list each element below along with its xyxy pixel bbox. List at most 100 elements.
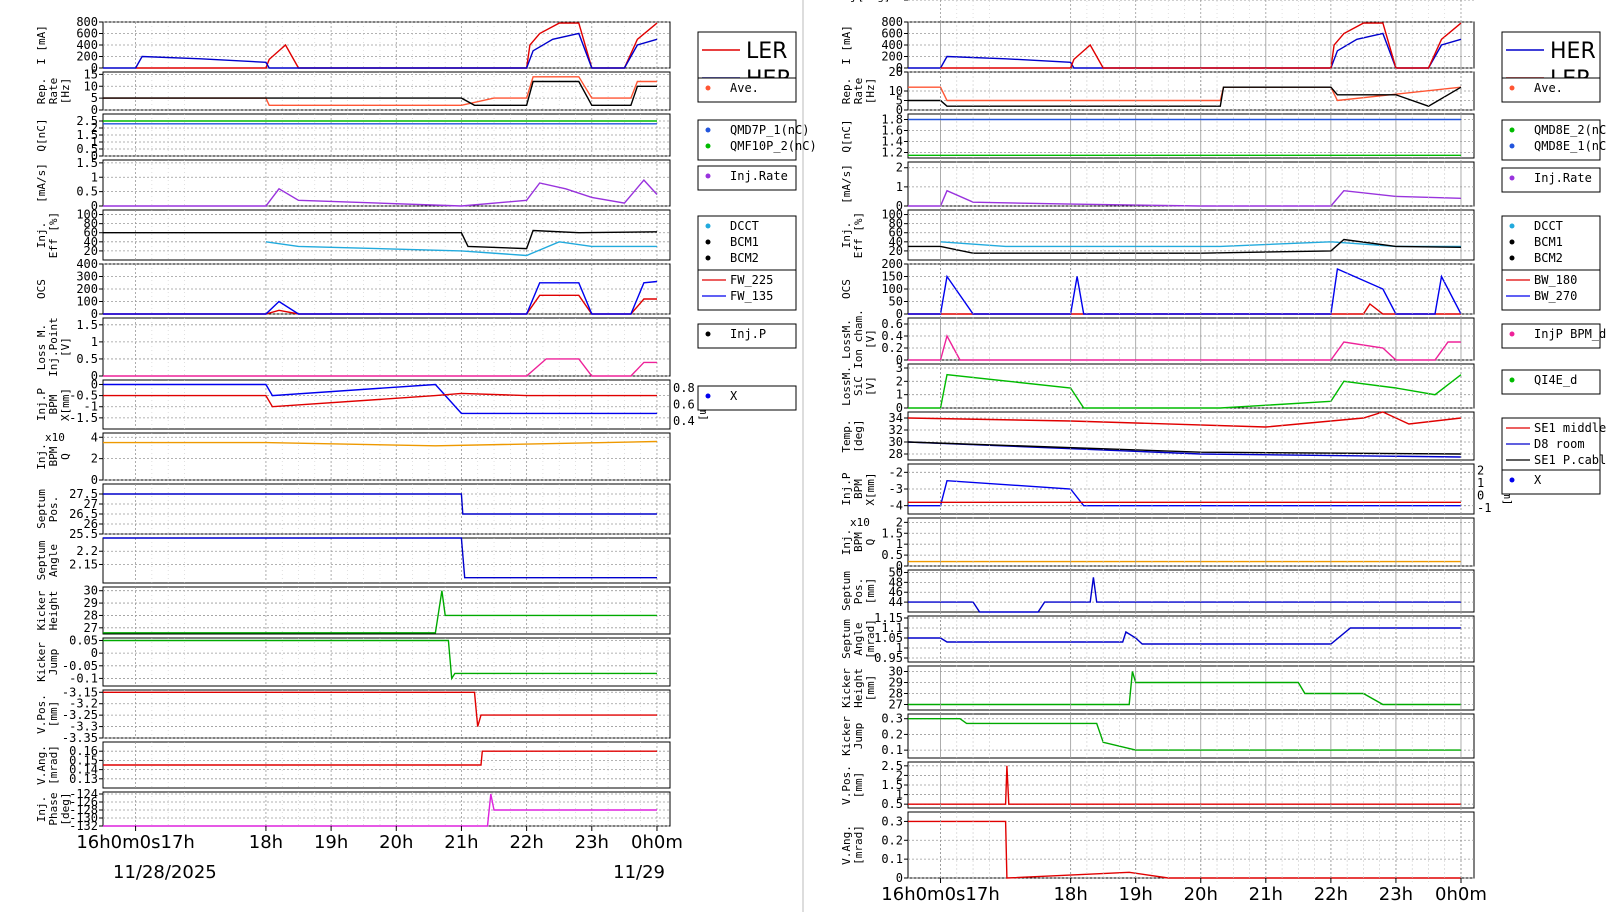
y-tick-label: 2.15 [69, 557, 98, 571]
y-axis-label: Q [59, 453, 72, 460]
y-tick-label: 26.5 [69, 507, 98, 521]
y-tick-label: 200 [881, 257, 903, 271]
y-axis-label: V.Ang. [840, 825, 853, 865]
series-line [908, 373, 1462, 409]
panel: 1.510.50 [mA/s] [35, 156, 671, 213]
y-axis-label: BPM [47, 394, 60, 414]
y-axis-label: I [mA] [35, 25, 48, 65]
legend-label: Inj.Rate [730, 169, 788, 183]
y-tick-label: 0.5 [76, 142, 98, 156]
y-tick-label: 1.1 [881, 621, 903, 635]
y-axis-label: V.Pos. [35, 694, 48, 734]
y-axis-label: BPM [852, 479, 865, 499]
series-line [103, 537, 657, 579]
y-axis-label: Septum [35, 540, 48, 580]
y-axis-label: BPM [47, 446, 60, 466]
y-axis-label: [mm] [864, 578, 877, 605]
y-axis-label: X[mm] [59, 388, 72, 421]
x-tick-label: 23h [575, 832, 609, 853]
panel: 2.521.510.50 Q[nC] [35, 113, 671, 163]
right-tick-label: -1 [1477, 501, 1491, 515]
y-tick-label: 0 [896, 353, 903, 367]
right-tick-label: 0.8 [673, 381, 695, 395]
legend-swatch [705, 255, 711, 261]
y-tick-label: 0.16 [69, 744, 98, 758]
legend-label: DCCT [730, 219, 759, 233]
y-tick-label: 100 [881, 208, 903, 222]
x-tick-label: 23h [1379, 884, 1413, 905]
y-tick-label: 30 [84, 584, 98, 598]
series-line [908, 718, 1461, 751]
y-tick-label: 200 [76, 50, 98, 64]
y-tick-label: 0.3 [881, 814, 903, 828]
y-axis-label: [mrad] [852, 825, 865, 865]
y-axis-label: Jump [852, 723, 865, 750]
legend-swatch [705, 223, 711, 229]
y-axis-label: Rate [47, 78, 60, 105]
y-axis-label: Angle [47, 544, 60, 577]
y-tick-label: -110 [874, 0, 903, 3]
panel-legend: BW_180 BW_270 [1501, 269, 1601, 311]
x-tick-label: 20h [1184, 884, 1218, 905]
y-axis-label: [deg] [857, 0, 890, 3]
legend-box [1501, 323, 1601, 349]
panel-frame [907, 615, 1475, 663]
y-axis-label: [mrad] [864, 619, 877, 659]
y-tick-label: 0 [91, 307, 98, 321]
legend-swatch [1509, 127, 1515, 133]
legend-swatch [1509, 85, 1515, 91]
legend-label: QMF10P_2(nC) [730, 139, 817, 153]
y-axis-label: V.Ang. [35, 745, 48, 785]
panel-frame [102, 209, 671, 261]
y-tick-label: 1.8 [881, 113, 903, 127]
y-tick-label: -130 [69, 811, 98, 825]
legend-swatch [705, 143, 711, 149]
legend-swatch [705, 239, 711, 245]
y-tick-label: -0.05 [62, 659, 98, 673]
y-tick-label: 27 [84, 621, 98, 635]
y-axis-label: [mA/s] [35, 163, 48, 203]
y-axis-label: [mrad] [47, 745, 60, 785]
legend-label: SE1 middle [1534, 421, 1606, 435]
y-tick-label: 5 [896, 94, 903, 108]
series-line [908, 577, 1461, 613]
y-tick-label: 20 [84, 244, 98, 258]
y-axis-label: Phase [845, 0, 878, 3]
y-axis-label: [mA/s] [840, 164, 853, 204]
y-axis-label: OCS [840, 279, 853, 299]
y-tick-label: 2 [896, 768, 903, 782]
legend-label: QI4E_d [1534, 373, 1577, 387]
y-tick-label: 29 [889, 676, 903, 690]
y-tick-label: 150 [881, 270, 903, 284]
y-tick-label: 1.5 [76, 156, 98, 170]
y-axis-label: Angle [852, 622, 865, 655]
legend-label: BW_270 [1534, 289, 1577, 303]
y-axis-label: [V] [864, 376, 877, 396]
y-axis-label: [Hz] [59, 78, 72, 105]
y-axis-label: [mm] [864, 675, 877, 702]
y-tick-label: 60 [889, 226, 903, 240]
legend-box [1501, 77, 1601, 103]
y-tick-label: 0.5 [76, 185, 98, 199]
legend-label: D8 room [1534, 437, 1585, 451]
panel: 1.81.61.41.2 Q[nC] [840, 113, 1475, 160]
panel-frame [907, 517, 1475, 567]
panel-legend: InjP BPM_d [1501, 323, 1606, 349]
legend-label: QMD8E_2(nC) [1534, 123, 1606, 137]
y-tick-label: 0.2 [881, 833, 903, 847]
legend-label: Ave. [1534, 81, 1563, 95]
y-tick-label: -2 [889, 465, 903, 479]
y-tick-label: 20 [889, 65, 903, 79]
y-tick-label: 2 [896, 161, 903, 175]
y-tick-label: 28 [889, 687, 903, 701]
series-line [908, 627, 1461, 645]
y-axis-label: Inj. [35, 443, 48, 470]
y-tick-label: 0.05 [69, 634, 98, 648]
legend-box [697, 165, 797, 191]
y-tick-label: 34 [889, 411, 903, 425]
